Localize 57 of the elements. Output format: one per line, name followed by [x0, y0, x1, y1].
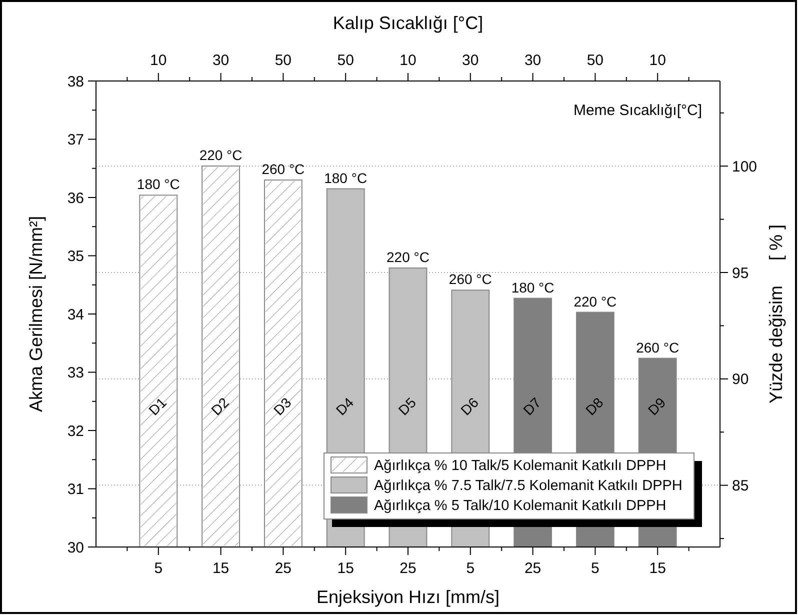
x-tick-label: 5	[591, 560, 600, 577]
text: 30	[524, 52, 542, 69]
y-tick-label: 31	[67, 481, 84, 498]
annotation: D1	[145, 394, 170, 418]
x-tick-label: 25	[400, 560, 416, 577]
y-axis-title: Akma Gerilmesi [N/mm²]	[26, 216, 46, 412]
annotation: 220 °C	[386, 248, 430, 265]
annotation: D6	[457, 394, 482, 418]
y-tick-label: 36	[67, 190, 84, 207]
annotation: 180 °C	[324, 170, 368, 186]
y2-tick-label: 90	[732, 371, 749, 388]
annotation: D5	[395, 394, 420, 418]
x-axis-title: Enjeksiyon Hızı [mm/s]	[316, 587, 500, 607]
text: 30	[212, 52, 230, 69]
text: 30	[462, 52, 479, 69]
x-tick-label: 15	[337, 560, 354, 577]
y-tick-label: 30	[67, 539, 84, 556]
y-tick-label: 38	[67, 73, 84, 90]
annotation: 260 °C	[262, 161, 305, 178]
annotation: D2	[208, 394, 232, 418]
annotation: 260 °C	[448, 271, 492, 288]
annotation: 220 °C	[574, 293, 617, 310]
annotation: Meme Sıcaklığı[°C]	[573, 102, 702, 119]
annotation: D7	[520, 394, 544, 418]
x-tick-label: 25	[274, 560, 292, 577]
annotation: 220 °C	[199, 147, 242, 164]
annotation: D3	[270, 394, 294, 418]
y2-tick-label: 85	[732, 478, 749, 495]
annotation: D4	[332, 394, 357, 418]
annotation: D8	[582, 394, 606, 418]
text: 10	[400, 52, 416, 69]
annotation: 180 °C	[136, 176, 180, 192]
y2-axis-title: Yüzde değisim [ % ]	[766, 224, 786, 404]
x-tick-label: 5	[154, 560, 163, 577]
text: 10	[150, 52, 167, 69]
x-tick-label: 15	[649, 560, 666, 577]
text: 50	[586, 52, 604, 69]
text: 50	[337, 52, 354, 69]
x2-axis-title: Kalıp Sıcaklığı [°C]	[332, 13, 484, 33]
legend-label: Ağırlıkça % 7.5 Talk/7.5 Kolemanit Katkılı DPPH	[374, 478, 682, 494]
y2-tick-label: 100	[732, 158, 758, 176]
y-tick-label: 33	[67, 364, 84, 382]
annotation: 260 °C	[636, 339, 680, 356]
legend-label: Ağırlıkça % 5 Talk/10 Kolemanit Katkılı DPPH	[374, 498, 666, 514]
x-tick-label: 5	[466, 560, 475, 577]
y-tick-label: 32	[67, 422, 84, 440]
annotation: 180 °C	[511, 279, 554, 296]
legend-label: Ağırlıkça % 10 Talk/5 Kolemanit Katkılı DPPH	[374, 458, 666, 474]
x-tick-label: 15	[212, 560, 230, 577]
y-tick-label: 35	[67, 248, 84, 265]
y2-tick-label: 95	[732, 264, 749, 282]
annotation: D9	[644, 394, 669, 418]
text: 10	[649, 52, 666, 69]
y-tick-label: 37	[67, 132, 84, 148]
y-tick-label: 34	[67, 306, 84, 324]
x-tick-label: 25	[524, 560, 542, 577]
text: 50	[274, 52, 292, 69]
